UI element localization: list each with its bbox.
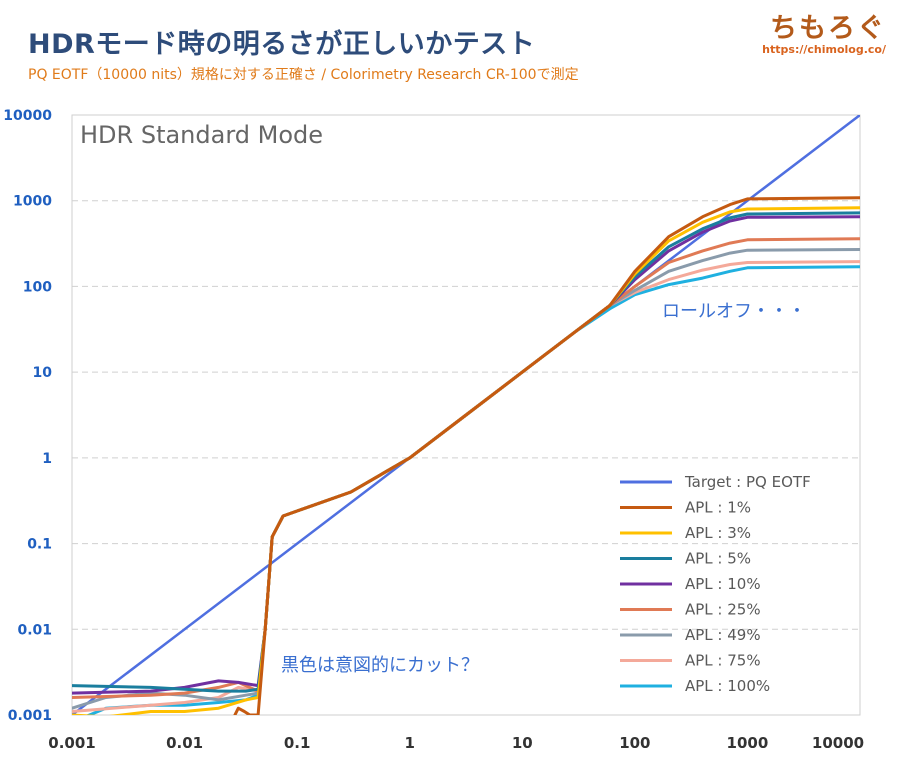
legend-label: APL : 1% [685,499,751,517]
legend-label: APL : 5% [685,550,751,568]
legend-label: APL : 10% [685,575,761,593]
y-tick-label: 1 [42,451,52,467]
legend-label: Target : PQ EOTF [684,473,811,491]
y-tick-label: 0.001 [8,708,52,724]
x-tick-label: 1 [404,734,414,752]
x-tick-label: 0.01 [166,734,203,752]
x-tick-label: 10 [512,734,533,752]
annotation-rolloff: ロールオフ・・・ [662,301,806,322]
legend-label: APL : 75% [685,652,761,670]
chart-mode-label: HDR Standard Mode [80,121,323,149]
y-tick-label: 0.01 [17,622,52,638]
logo-url: https://chimolog.co/ [762,43,886,56]
y-tick-label: 100 [23,279,52,295]
series-lines [72,115,860,715]
x-axis-ticks: 0.001 0.01 0.1 1 10 100 1000 10000 [48,734,864,752]
site-logo: ちもろぐ https://chimolog.co/ [762,6,886,56]
y-tick-label: 0.1 [27,537,52,553]
annotation-black-cut: 黒色は意図的にカット？ [281,655,479,676]
y-tick-label: 1000 [13,194,52,210]
logo-text: ちもろぐ [770,13,886,44]
legend-label: APL : 100% [685,677,770,695]
chart-subtitle: PQ EOTF（10000 nits）規格に対する正確さ / Colorimet… [28,67,579,83]
legend-label: APL : 25% [685,601,761,619]
series-line [233,196,860,715]
chart-title: HDRモード時の明るさが正しいかテスト [28,29,536,60]
x-tick-label: 0.001 [48,734,95,752]
x-tick-label: 0.1 [284,734,311,752]
grid-lines [72,200,860,630]
y-tick-label: 10000 [3,108,52,124]
x-tick-label: 100 [619,734,650,752]
x-tick-label: 10000 [812,734,864,752]
legend-label: APL : 49% [685,626,761,644]
legend-label: APL : 3% [685,524,751,542]
y-tick-label: 10 [33,365,53,381]
legend: Target : PQ EOTF APL : 1% APL : 3% APL : 5%… [620,473,811,695]
y-axis-ticks: 0.001 0.01 0.1 1 10 100 1000 10000 [3,108,52,724]
x-tick-label: 1000 [727,734,769,752]
